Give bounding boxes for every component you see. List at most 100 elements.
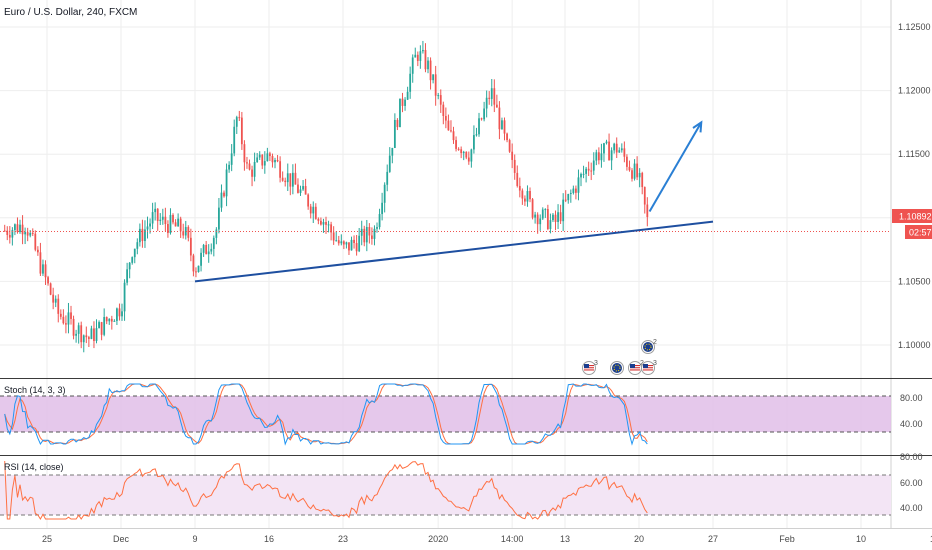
candle-body [11,230,14,238]
candle-body [643,187,646,205]
stoch-k-line [4,383,648,446]
candle-body [391,147,394,156]
stoch-pane[interactable]: Stoch (14, 3, 3) 80.00 40.00 [0,383,923,446]
candle-body [623,148,626,157]
candle-body [105,316,108,322]
candle-body [47,277,49,284]
candle-body [437,95,440,97]
price-pane[interactable]: 3 2 3 2 [0,40,891,375]
candle-body [133,248,136,258]
candle-body [600,153,603,161]
candle-body [411,57,414,74]
flag-stars [613,364,621,372]
candle-body [202,244,205,253]
candle-body [215,229,218,238]
candle-body [424,50,427,70]
candle-body [126,269,129,283]
candle-body [615,143,618,153]
candle-body [146,226,149,230]
candle-body [335,240,338,242]
candle-body [488,97,491,99]
candle-body [212,237,215,249]
candle-body [355,243,358,252]
rsi-label[interactable]: RSI (14, close) [4,462,64,472]
candle-body [230,153,233,165]
candle-body [154,208,157,213]
candle-body [378,214,381,228]
candle-body [220,192,223,208]
candle-body [187,227,190,238]
candle-body [291,172,294,187]
candle-body [536,214,539,225]
candle-body [569,192,572,195]
candle-body [62,316,65,324]
stoch-tick-40: 40.00 [900,419,923,429]
candle-body [14,224,16,231]
candle-body [498,107,501,130]
time-axis[interactable]: 25 Dec 9 16 23 2020 14:00 13 20 27 Feb 10 17 [42,534,932,544]
stoch-band [0,396,891,432]
candle-body [294,172,297,185]
candle-body [149,223,151,227]
candle-body [626,156,628,167]
candle-body [590,170,593,172]
rsi-pane[interactable]: RSI (14, close) 80.00 60.00 40.00 [0,452,923,520]
candle-body [103,316,106,335]
candle-body [274,160,276,163]
candle-body [608,141,610,161]
candle-body [314,206,317,219]
candle-body [77,325,80,334]
time-tick-label: 25 [42,534,52,544]
us-flag-icon: 3 [582,360,598,375]
candle-body [399,98,401,128]
candle-body [156,208,159,222]
current-price-badge [892,209,932,223]
projection-arrow[interactable] [648,120,703,212]
time-tick-label: Feb [779,534,795,544]
candle-body [422,50,424,52]
candle-body [531,199,534,218]
candle-body [557,212,559,222]
candle-body [65,323,67,325]
candle-body [82,335,85,343]
candle-body [559,212,562,222]
candle-body [39,252,42,274]
marker-count: 3 [594,360,598,367]
countdown-label: 02:57 [909,228,932,238]
candle-body [218,207,220,230]
candle-body [562,199,565,222]
candle-body [330,224,333,233]
flag-stripe [584,369,594,371]
candle-body [485,97,488,109]
candle-body [197,265,200,273]
candle-body [388,155,391,172]
candle-body [31,232,34,234]
candle-body [320,220,322,225]
candle-body [113,320,116,322]
candle-body [151,212,154,224]
rsi-band [0,475,891,515]
time-tick-label: 13 [560,534,570,544]
price-axis[interactable]: 1.125001.120001.115001.110001.105001.100… [898,22,931,350]
candle-body [457,148,460,150]
candle-body [210,248,213,252]
candle-body [452,131,455,141]
rsi-tick-40: 40.00 [900,503,923,513]
time-tick-label: 2020 [428,534,448,544]
candle-body [121,311,123,317]
trendline[interactable] [194,220,714,283]
flag-stars [644,343,652,351]
candle-body [610,150,613,161]
candle-body [409,73,412,92]
candle-body [342,241,345,245]
candle-body [24,232,27,235]
candle-body [49,283,52,295]
flag-stripe [630,369,640,371]
candle-body [276,160,279,162]
stoch-label[interactable]: Stoch (14, 3, 3) [4,385,66,395]
candle-body [332,232,335,241]
candle-body [620,148,623,151]
candle-body [161,216,164,220]
candle-body [554,214,557,222]
